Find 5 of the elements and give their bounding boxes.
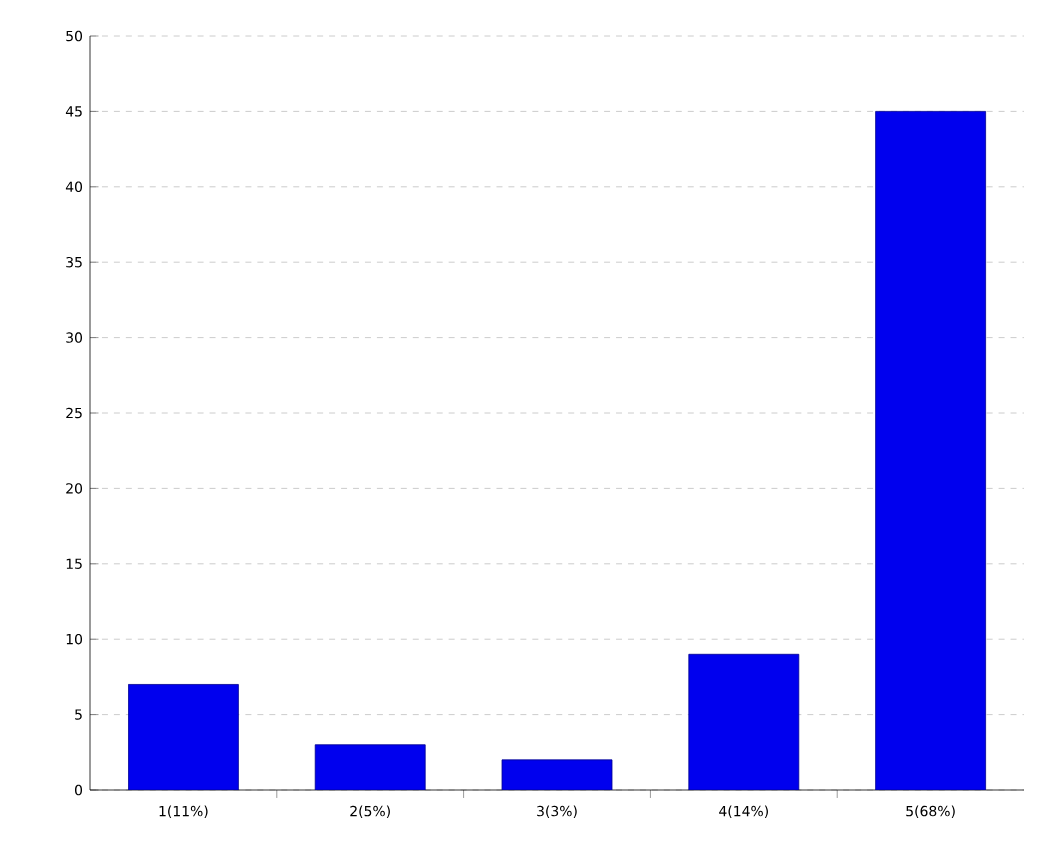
bar <box>501 759 613 790</box>
bar <box>688 653 800 790</box>
bar <box>314 744 426 790</box>
bar <box>128 684 239 790</box>
bar <box>875 111 987 790</box>
